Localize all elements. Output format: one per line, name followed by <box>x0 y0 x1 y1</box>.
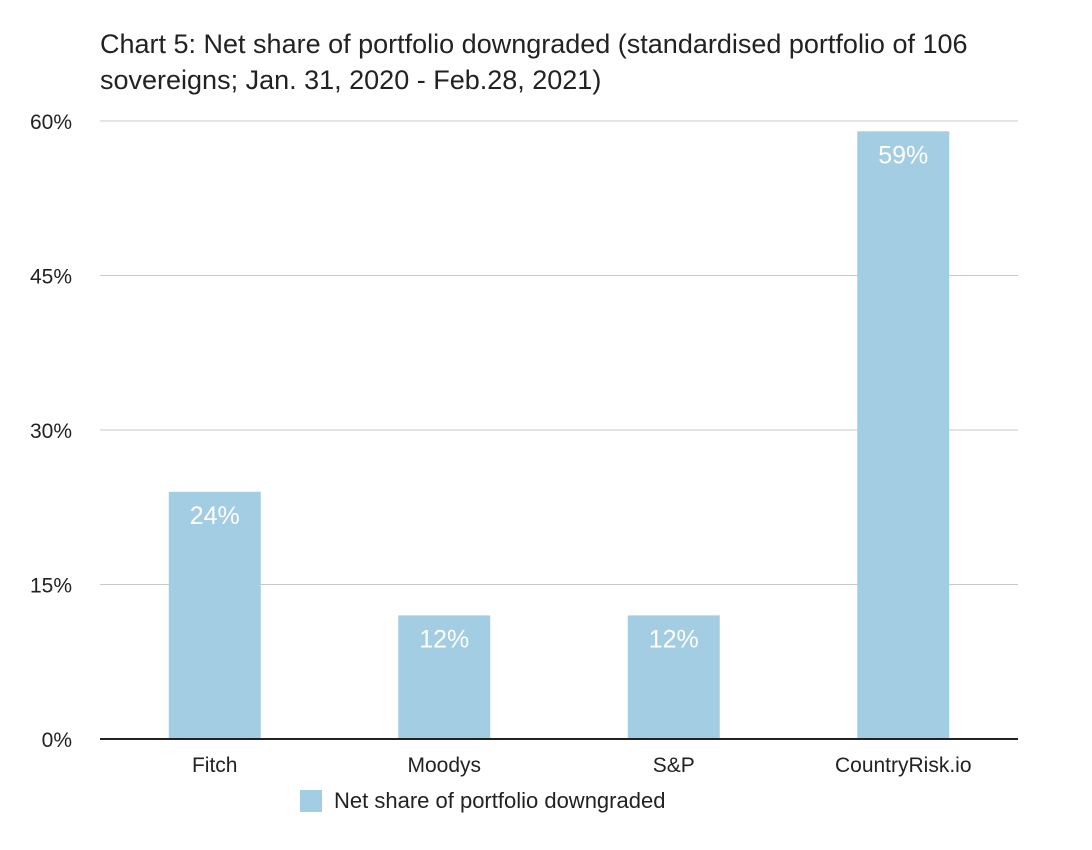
data-label: 12% <box>419 625 469 653</box>
legend-label: Net share of portfolio downgraded <box>334 788 666 813</box>
y-tick-label: 15% <box>30 575 72 598</box>
bar <box>857 131 950 740</box>
y-tick-label: 45% <box>30 266 72 289</box>
y-tick-label: 0% <box>42 729 72 752</box>
legend-swatch <box>300 790 322 812</box>
chart-title: Chart 5: Net share of portfolio downgrad… <box>100 29 968 95</box>
legend: Net share of portfolio downgraded <box>300 788 665 814</box>
data-label: 24% <box>190 502 240 530</box>
x-tick-label: Moodys <box>407 754 481 777</box>
x-tick-label: CountryRisk.io <box>835 754 972 777</box>
bar <box>398 615 491 739</box>
x-tick-label: S&P <box>653 754 695 777</box>
x-tick-label: Fitch <box>192 754 238 777</box>
y-tick-label: 30% <box>30 420 72 443</box>
data-label: 59% <box>878 141 928 169</box>
data-label: 12% <box>649 625 699 653</box>
bar <box>168 491 261 739</box>
bar <box>627 615 720 739</box>
y-tick-label: 60% <box>30 111 72 134</box>
